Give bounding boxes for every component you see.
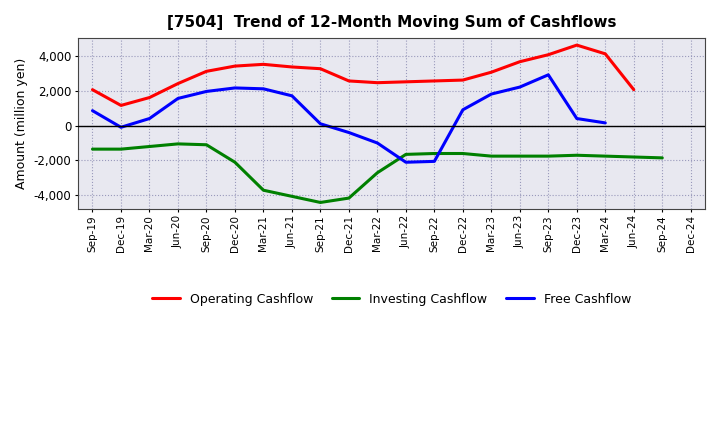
Operating Cashflow [544,52,553,57]
Investing Cashflow [117,147,125,152]
Free Cashflow [345,130,354,135]
Free Cashflow [117,125,125,130]
Free Cashflow [230,85,239,91]
Investing Cashflow [516,154,524,159]
Operating Cashflow [516,59,524,64]
Line: Free Cashflow: Free Cashflow [92,75,606,162]
Operating Cashflow [230,63,239,69]
Free Cashflow [259,86,268,92]
Investing Cashflow [174,141,182,147]
Operating Cashflow [117,103,125,108]
Y-axis label: Amount (million yen): Amount (million yen) [15,58,28,189]
Free Cashflow [373,140,382,146]
Operating Cashflow [601,51,610,56]
Operating Cashflow [287,64,296,70]
Operating Cashflow [487,70,495,75]
Investing Cashflow [658,155,667,161]
Free Cashflow [601,120,610,125]
Operating Cashflow [459,77,467,83]
Investing Cashflow [88,147,96,152]
Free Cashflow [174,96,182,101]
Free Cashflow [487,92,495,97]
Operating Cashflow [402,79,410,84]
Investing Cashflow [202,142,211,147]
Legend: Operating Cashflow, Investing Cashflow, Free Cashflow: Operating Cashflow, Investing Cashflow, … [147,288,636,311]
Investing Cashflow [402,152,410,157]
Free Cashflow [430,159,438,164]
Line: Investing Cashflow: Investing Cashflow [92,144,662,202]
Free Cashflow [88,108,96,114]
Investing Cashflow [316,200,325,205]
Operating Cashflow [373,80,382,85]
Title: [7504]  Trend of 12-Month Moving Sum of Cashflows: [7504] Trend of 12-Month Moving Sum of C… [167,15,616,30]
Investing Cashflow [145,144,154,149]
Free Cashflow [459,107,467,113]
Investing Cashflow [230,160,239,165]
Investing Cashflow [373,170,382,176]
Operating Cashflow [430,78,438,84]
Investing Cashflow [601,154,610,159]
Investing Cashflow [259,187,268,193]
Operating Cashflow [145,95,154,100]
Free Cashflow [402,160,410,165]
Free Cashflow [202,89,211,94]
Investing Cashflow [487,154,495,159]
Operating Cashflow [174,81,182,86]
Free Cashflow [287,93,296,99]
Operating Cashflow [572,43,581,48]
Investing Cashflow [629,154,638,160]
Free Cashflow [316,121,325,126]
Investing Cashflow [459,151,467,156]
Line: Operating Cashflow: Operating Cashflow [92,45,634,106]
Investing Cashflow [430,151,438,156]
Free Cashflow [516,84,524,90]
Investing Cashflow [287,194,296,199]
Operating Cashflow [316,66,325,71]
Free Cashflow [572,116,581,121]
Investing Cashflow [345,195,354,201]
Operating Cashflow [345,78,354,84]
Operating Cashflow [259,62,268,67]
Free Cashflow [544,72,553,77]
Free Cashflow [145,116,154,121]
Operating Cashflow [88,87,96,92]
Investing Cashflow [572,153,581,158]
Investing Cashflow [544,154,553,159]
Operating Cashflow [629,87,638,92]
Operating Cashflow [202,69,211,74]
